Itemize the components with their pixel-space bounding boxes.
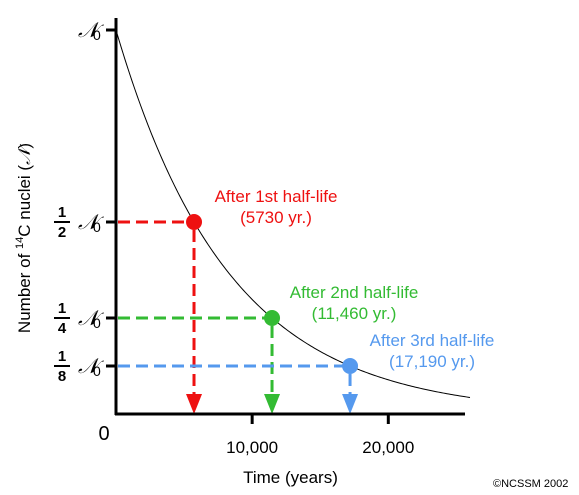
point-label-title: After 1st half-life: [215, 187, 338, 206]
half-life-point: [264, 310, 281, 326]
y-tick-numerator: 1: [58, 348, 66, 365]
y-tick-denominator: 8: [58, 368, 66, 385]
y-axis-label-close: ): [15, 143, 34, 149]
y-axis-label-sup: 14: [14, 237, 26, 249]
guide-lines: [118, 220, 359, 414]
y-tick-subscript: 0: [93, 219, 101, 235]
y-tick-subscript: 0: [93, 27, 101, 43]
y-tick-numerator: 1: [58, 204, 66, 221]
y-tick-subscript: 0: [93, 315, 101, 331]
x-axis-label: Time (years): [243, 468, 338, 487]
point-label-title: After 3rd half-life: [370, 331, 495, 350]
x-tick-label: 20,000: [362, 438, 414, 457]
down-arrow: [342, 394, 359, 414]
x-tick-label: 10,000: [226, 438, 278, 457]
point-label-years: (11,460 yr.): [312, 304, 397, 323]
y-axis-label: Number of 14C nuclei (𝒩): [14, 143, 34, 333]
y-tick-denominator: 2: [58, 224, 66, 241]
data-points: After 1st half-life (5730 yr.) After 2nd h…: [186, 187, 494, 374]
origin-label: 0: [98, 423, 109, 445]
point-label-years: (5730 yr.): [240, 208, 312, 227]
point-label-title: After 2nd half-life: [290, 283, 419, 302]
point-label-years: (17,190 yr.): [389, 352, 475, 371]
y-tick-numerator: 1: [58, 300, 66, 317]
decay-curve: [115, 29, 471, 398]
y-axis-label-prefix: Number of: [15, 249, 34, 333]
down-arrow: [264, 394, 281, 414]
copyright-credit: ©NCSSM 2002: [493, 478, 568, 490]
half-life-point: [186, 214, 203, 230]
y-tick-subscript: 0: [93, 363, 101, 379]
half-life-point: [342, 358, 359, 374]
y-axis-label-suffix: C nuclei (: [15, 165, 34, 237]
y-tick-denominator: 4: [58, 320, 67, 337]
y-tick-label: 𝒩0: [78, 18, 104, 43]
down-arrow: [186, 394, 203, 414]
x-ticks: 10,000 20,000: [226, 414, 414, 457]
